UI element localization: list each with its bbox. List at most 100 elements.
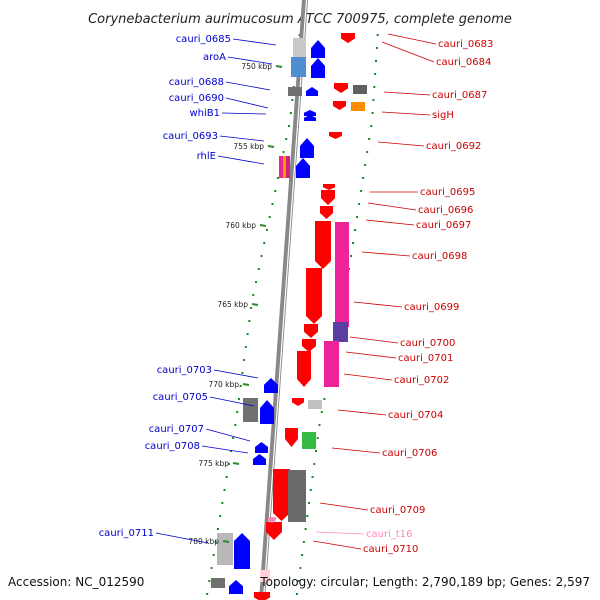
right-leader-line: [315, 531, 365, 535]
block-green-0706: [302, 432, 316, 449]
left-ring-dot: [285, 138, 288, 140]
scale-tick-label: 775 kbp: [198, 459, 229, 468]
left-leader-line: [221, 112, 267, 115]
left-ring-dot: [208, 580, 211, 582]
left-ring-dot: [257, 268, 260, 270]
left-ring-dot: [214, 541, 217, 543]
left-ring-dot: [244, 346, 247, 348]
left-leader-line: [209, 396, 255, 407]
right-gene-label: cauri_0697: [416, 220, 471, 231]
gene-cauri_0697: [320, 206, 333, 219]
left-leader-line: [232, 38, 277, 46]
tick-layer: 750 kbp 755 kbp 760 kbp 765 kbp 770 kbp 775 k…: [188, 62, 283, 546]
right-ring-dot: [370, 125, 373, 127]
left-ring-dot: [248, 320, 251, 322]
right-gene-label: cauri_0700: [400, 338, 455, 349]
left-ring-dot: [212, 554, 215, 556]
left-leader-line: [225, 97, 269, 109]
block-grey-0687: [353, 85, 367, 94]
block-pink-partial: [260, 570, 270, 582]
right-ring-dot: [364, 164, 367, 166]
right-leader-line: [331, 447, 381, 454]
left-gene-label: cauri_0708: [145, 441, 200, 452]
right-ring-dot: [376, 34, 379, 36]
block-blue-aroa: [291, 57, 306, 77]
backbone-highlight: [262, 0, 308, 600]
gene-cauri_0710: [266, 522, 282, 540]
right-leader-line: [381, 41, 435, 63]
block-pink-0701: [324, 341, 339, 387]
left-gene-label: cauri_0688: [169, 77, 224, 88]
left-gene-label: cauri_0705: [153, 392, 208, 403]
right-ring-dot: [366, 151, 369, 153]
right-leader-line: [361, 251, 411, 257]
right-ring-dot: [295, 593, 298, 595]
right-ring-dot: [316, 437, 319, 439]
gene-cauri_t16: [268, 517, 276, 523]
genome-backbone: [259, 0, 308, 600]
right-ring-dot: [302, 541, 305, 543]
left-ring-dot: [252, 294, 255, 296]
gene-cauri_0683: [341, 33, 355, 43]
gene-cauri_0705: [260, 400, 274, 424]
right-gene-label: cauri_0683: [438, 39, 493, 50]
gene-cauri_0695: [323, 184, 335, 190]
left-ring-dot: [263, 242, 266, 244]
block-grey-0704: [308, 400, 322, 409]
left-label-layer: cauri_0685 aroA cauri_0688 cauri_0690 whiB1 c…: [99, 34, 277, 544]
right-ring-dot: [320, 411, 323, 413]
right-leader-line: [343, 373, 393, 381]
right-gene-label: cauri_0684: [436, 57, 491, 68]
left-gene-label: rhlE: [197, 151, 216, 162]
scale-tick-mark: [222, 540, 230, 543]
left-ring-dot: [291, 99, 294, 101]
block-purple-0700: [333, 322, 348, 342]
left-gene-label: cauri_0693: [163, 131, 218, 142]
gene-sigH: [333, 101, 346, 110]
gene-cauri_0698: [315, 221, 331, 269]
gene-cauri_0704: [292, 398, 304, 406]
left-ring-dot: [287, 125, 290, 127]
right-ring-dot: [318, 424, 321, 426]
block-pink-0698: [335, 222, 349, 327]
topology-text: Topology: circular; Length: 2,790,189 bp…: [259, 575, 590, 589]
left-gene-label: cauri_0707: [149, 424, 204, 435]
block-grey-0709: [288, 470, 306, 522]
right-ring-dot: [301, 554, 304, 556]
scale-tick-mark: [275, 65, 283, 68]
right-gene-label: cauri_0704: [388, 410, 443, 421]
right-ring-dot: [371, 112, 374, 114]
left-ring-dot: [210, 567, 213, 569]
left-ring-dot: [223, 489, 226, 491]
gene-cauri_0688: [306, 87, 318, 96]
block-grey-partial: [211, 578, 225, 588]
left-ring-dot: [243, 359, 246, 361]
gene-cauri_0709: [273, 469, 290, 521]
left-ring-dot: [239, 385, 242, 387]
right-label-layer: cauri_0683 cauri_0684 cauri_0687 sigH cauri_…: [312, 33, 493, 555]
gene-cauri_0706: [285, 428, 298, 447]
left-ring-dot: [225, 476, 228, 478]
left-leader-line: [155, 532, 209, 544]
right-ring-dot: [354, 229, 357, 231]
right-ring-dot: [311, 476, 314, 478]
left-ring-dot: [241, 372, 244, 374]
block-orange-sigh: [351, 102, 365, 111]
left-leader-line: [205, 428, 251, 442]
right-ring-dot: [360, 190, 363, 192]
scale-tick-label: 780 kbp: [188, 537, 219, 546]
block-grey-0685: [293, 38, 306, 57]
gene-cauri_0702: [297, 351, 311, 387]
left-ring-dot: [268, 216, 271, 218]
right-gene-label: cauri_0709: [370, 505, 425, 516]
left-ring-dot: [265, 229, 268, 231]
left-leader-line: [219, 135, 265, 142]
left-gene-label: aroA: [203, 52, 226, 63]
right-gene-label: sigH: [432, 110, 454, 121]
left-ring-dot: [219, 515, 222, 517]
right-gene-label: cauri_0699: [404, 302, 459, 313]
left-ring-dot: [232, 437, 235, 439]
left-ring-dot: [289, 112, 292, 114]
